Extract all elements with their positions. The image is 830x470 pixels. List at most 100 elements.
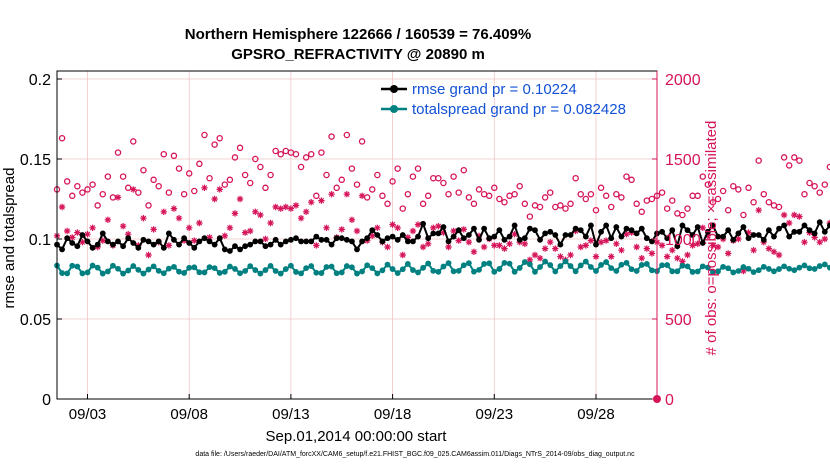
rmse-marker [715,233,721,240]
assimilated-obs-marker [323,224,330,231]
possible-obs-marker [241,171,249,179]
totalspread-marker [135,266,142,273]
possible-obs-marker [414,165,422,172]
possible-obs-marker [175,165,183,172]
assimilated-obs-marker [140,215,147,222]
possible-obs-marker [750,198,757,206]
rmse-marker [786,233,793,240]
legend-spread-label: totalspread grand pr = 0.082428 [412,101,626,118]
rmse-marker [110,241,116,248]
possible-obs-marker [307,150,315,158]
totalspread-marker [821,261,828,268]
possible-obs-marker [272,147,279,155]
possible-obs-marker [435,174,442,182]
possible-obs-marker [791,154,798,161]
assimilated-obs-marker [257,211,264,219]
totalspread-marker [760,263,767,270]
assimilated-obs-marker [613,240,620,247]
possible-obs-marker [730,182,737,190]
assimilated-obs-marker [206,234,213,241]
totalspread-marker [410,267,416,273]
possible-obs-marker [338,176,345,184]
possible-obs-marker [399,205,407,212]
possible-obs-marker [419,200,427,208]
assimilated-obs-marker [455,237,462,244]
assimilated-obs-marker [130,186,137,193]
assimilated-obs-marker [374,224,381,231]
totalspread-marker [59,270,65,276]
totalspread-marker [684,263,691,270]
assimilated-obs-marker [69,234,76,241]
possible-obs-marker [211,141,218,148]
possible-obs-marker [679,211,686,219]
assimilated-obs-marker [786,219,793,227]
rmse-marker [821,228,828,235]
rmse-marker [465,232,472,238]
possible-obs-marker [562,205,569,212]
totalspread-marker [252,267,259,273]
possible-obs-marker [58,134,66,142]
rmse-marker [471,225,477,232]
rmse-marker [206,238,213,245]
possible-obs-marker [618,194,625,201]
possible-obs-marker [170,152,178,160]
rmse-marker [501,236,508,243]
totalspread-marker [354,270,360,277]
y-tick-label: 0.05 [20,312,51,329]
totalspread-marker [465,260,472,267]
totalspread-marker [755,267,762,274]
rmse-marker [532,227,538,234]
rmse-marker [328,241,335,248]
assimilated-obs-marker [567,251,574,259]
rmse-marker [826,222,830,229]
legend: rmse grand pr = 0.10224 totalspread gran… [381,81,626,118]
assimilated-obs-marker [694,240,701,247]
possible-obs-marker [628,176,635,184]
assimilated-obs-marker [506,240,513,247]
totalspread-marker [694,268,701,275]
possible-obs-marker [770,202,778,209]
rmse-marker [460,235,467,242]
assimilated-obs-marker [780,211,788,219]
assimilated-obs-marker [480,243,488,251]
assimilated-obs-marker [389,221,396,228]
assimilated-obs-marker [724,250,732,257]
assimilated-obs-marker [745,229,752,236]
totalspread-marker [247,263,254,270]
rmse-marker [593,241,599,248]
possible-obs-marker [516,182,523,190]
possible-obs-marker [552,203,559,211]
totalspread-marker [542,258,549,265]
totalspread-marker [221,268,228,275]
y-tick-label: 0.1 [29,232,51,249]
assimilated-obs-marker [150,226,157,233]
rmse-marker [282,238,289,245]
assimilated-obs-marker [409,227,417,235]
zero-count-marker [653,395,661,403]
assimilated-obs-marker [89,224,96,231]
totalspread-marker [328,263,335,270]
y-axis-right-label: # of obs: o=possible; ×=assimilated [703,121,720,356]
totalspread-marker [730,269,737,276]
possible-obs-marker [155,182,162,190]
rmse-marker [771,233,777,240]
totalspread-marker [298,270,304,277]
rmse-marker [618,233,625,240]
possible-obs-marker [180,190,188,198]
possible-obs-marker [201,131,208,139]
possible-obs-marker [587,190,595,198]
totalspread-marker [374,270,381,277]
assimilated-obs-marker [465,239,473,246]
totalspread-marker [313,269,320,276]
assimilated-obs-marker [618,247,625,254]
totalspread-marker [501,259,508,266]
possible-obs-marker [684,205,691,212]
totalspread-marker [69,262,76,269]
rmse-marker [521,235,528,242]
rmse-marker [394,236,401,243]
rmse-marker [410,238,416,245]
totalspread-marker [811,266,818,272]
possible-obs-marker [536,203,544,211]
totalspread-marker [196,269,203,276]
assimilated-obs-marker [577,243,584,251]
